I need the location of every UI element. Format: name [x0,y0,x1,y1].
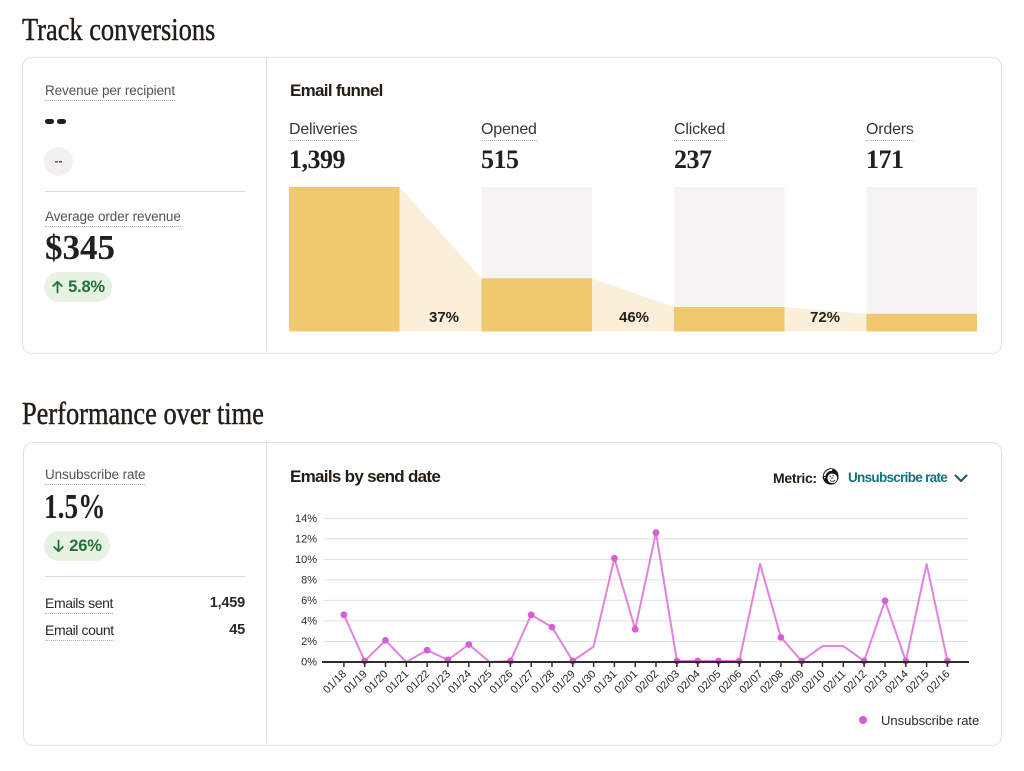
svg-text:02/10: 02/10 [800,668,828,696]
svg-text:0%: 0% [301,657,317,669]
svg-text:01/23: 01/23 [425,668,453,696]
svg-text:4%: 4% [301,616,317,628]
svg-text:02/12: 02/12 [841,668,869,696]
svg-text:02/02: 02/02 [633,668,661,696]
svg-text:10%: 10% [295,554,317,566]
svg-text:6%: 6% [301,595,317,607]
svg-text:12%: 12% [295,534,317,546]
svg-text:02/16: 02/16 [925,668,953,696]
svg-text:14%: 14% [295,513,317,525]
svg-text:2%: 2% [301,636,317,648]
svg-text:8%: 8% [301,575,317,587]
